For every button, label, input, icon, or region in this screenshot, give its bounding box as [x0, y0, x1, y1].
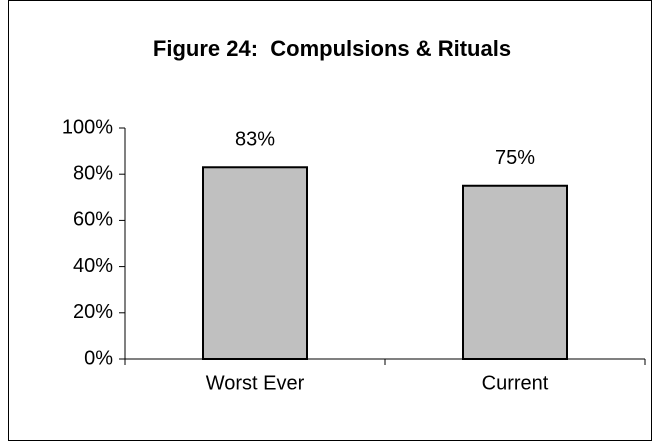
chart-title: Figure 24: Compulsions & Rituals [153, 36, 511, 61]
bar [462, 184, 568, 360]
y-tick-label: 20% [73, 301, 113, 323]
data-label: 83% [235, 129, 275, 151]
y-tick-label: 0% [84, 347, 113, 369]
x-tick-label: Worst Ever [206, 372, 305, 394]
x-tick-label: Current [482, 372, 549, 394]
y-tick-label: 100% [62, 116, 113, 138]
y-tick-label: 60% [73, 209, 113, 231]
y-tick-label: 80% [73, 162, 113, 184]
bar [202, 166, 308, 360]
data-label: 75% [495, 147, 535, 169]
y-tick-label: 40% [73, 255, 113, 277]
